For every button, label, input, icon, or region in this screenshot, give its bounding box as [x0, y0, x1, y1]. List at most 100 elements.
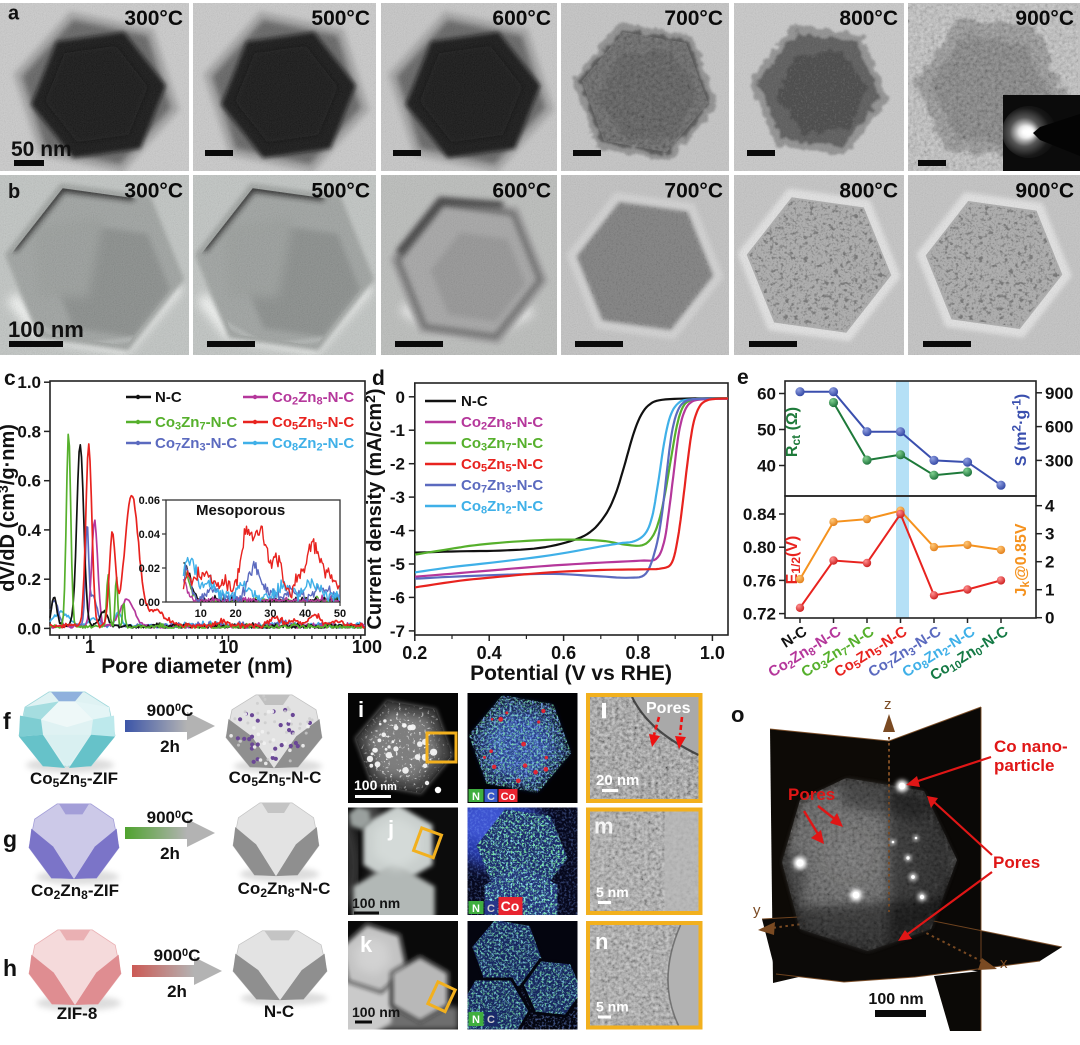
svg-text:2: 2 [1045, 553, 1054, 572]
svg-text:900°C: 900°C [1015, 180, 1074, 203]
svg-text:h: h [3, 955, 17, 981]
svg-text:60: 60 [757, 385, 776, 404]
svg-text:Co2Zn8-ZIF: Co2Zn8-ZIF [31, 881, 119, 902]
svg-text:800°C: 800°C [839, 7, 898, 30]
svg-text:Co3Zn7-N-C: Co3Zn7-N-C [155, 414, 237, 433]
svg-text:5 nm: 5 nm [596, 999, 629, 1015]
svg-text:2h: 2h [167, 982, 187, 1001]
svg-text:Co: Co [501, 791, 516, 803]
svg-text:9000C: 9000C [154, 946, 201, 965]
svg-text:z: z [884, 696, 892, 713]
svg-text:0.84: 0.84 [743, 505, 777, 524]
svg-text:0.2: 0.2 [17, 570, 41, 589]
svg-text:9000C: 9000C [147, 808, 194, 827]
svg-text:S (m2·g-1): S (m2·g-1) [1009, 394, 1030, 466]
svg-text:a: a [8, 3, 20, 25]
svg-text:0.6: 0.6 [17, 472, 41, 491]
svg-text:20 nm: 20 nm [596, 772, 639, 789]
svg-text:600: 600 [1045, 418, 1073, 437]
svg-text:9000C: 9000C [147, 701, 194, 720]
svg-text:Current density (mA/cm2): Current density (mA/cm2) [362, 388, 386, 629]
svg-text:4: 4 [1045, 497, 1055, 516]
svg-text:g: g [3, 826, 17, 852]
svg-text:f: f [3, 708, 11, 734]
svg-text:Co10Zn0-N-C: Co10Zn0-N-C [927, 623, 1012, 686]
svg-text:-5: -5 [390, 555, 405, 574]
svg-text:Pore diameter (nm): Pore diameter (nm) [101, 655, 292, 678]
svg-text:o: o [731, 702, 744, 727]
svg-text:N: N [472, 791, 480, 803]
svg-text:0.8: 0.8 [17, 422, 41, 441]
svg-text:600°C: 600°C [492, 7, 551, 30]
svg-text:40: 40 [757, 457, 776, 476]
svg-text:d: d [372, 367, 385, 390]
svg-text:10: 10 [195, 608, 207, 620]
svg-text:600°C: 600°C [492, 180, 551, 203]
svg-text:1: 1 [1045, 581, 1054, 600]
svg-text:Co7Zn3-N-C: Co7Zn3-N-C [461, 477, 543, 496]
svg-text:0.0: 0.0 [17, 619, 41, 638]
svg-text:k: k [360, 932, 373, 957]
svg-text:Jk@0.85V: Jk@0.85V [1013, 523, 1032, 596]
svg-text:500°C: 500°C [311, 180, 370, 203]
svg-text:100 nm: 100 nm [8, 317, 84, 342]
svg-text:Pores: Pores [646, 700, 691, 717]
svg-text:0.4: 0.4 [477, 643, 502, 663]
svg-text:j: j [387, 816, 394, 841]
svg-text:800°C: 800°C [839, 180, 898, 203]
svg-text:Co3Zn7-N-C: Co3Zn7-N-C [461, 435, 543, 454]
svg-text:50: 50 [334, 608, 346, 620]
svg-text:Potential (V vs RHE): Potential (V vs RHE) [470, 662, 672, 685]
svg-text:b: b [8, 181, 20, 203]
svg-text:Co: Co [501, 898, 520, 914]
svg-text:0.76: 0.76 [743, 571, 776, 590]
svg-text:Pores: Pores [993, 853, 1040, 872]
svg-text:500°C: 500°C [311, 7, 370, 30]
svg-text:1.0: 1.0 [17, 373, 41, 392]
svg-text:Mesoporous: Mesoporous [196, 502, 285, 519]
svg-text:N-C: N-C [461, 393, 488, 410]
svg-text:20: 20 [229, 608, 241, 620]
svg-text:ZIF-8: ZIF-8 [57, 1004, 98, 1023]
svg-text:30: 30 [264, 608, 276, 620]
svg-text:0.72: 0.72 [743, 605, 776, 624]
svg-text:0.6: 0.6 [551, 643, 576, 663]
svg-text:Co5Zn5-N-C: Co5Zn5-N-C [229, 768, 322, 789]
svg-text:dV/dD (cm3/g·nm): dV/dD (cm3/g·nm) [0, 424, 19, 592]
svg-text:-2: -2 [390, 455, 405, 474]
svg-text:N: N [472, 1014, 480, 1026]
svg-text:Rct (Ω): Rct (Ω) [784, 407, 803, 457]
svg-text:900°C: 900°C [1015, 7, 1074, 30]
svg-text:10: 10 [218, 637, 238, 657]
svg-text:0.8: 0.8 [625, 643, 650, 663]
svg-text:300°C: 300°C [124, 180, 183, 203]
svg-text:50: 50 [757, 421, 776, 440]
svg-text:Co8Zn2-N-C: Co8Zn2-N-C [461, 498, 543, 517]
svg-text:Co2Zn8-N-C: Co2Zn8-N-C [461, 414, 543, 433]
svg-text:N-C: N-C [155, 389, 182, 406]
svg-text:900: 900 [1045, 384, 1073, 403]
svg-text:Co nano-: Co nano- [994, 737, 1068, 756]
svg-text:-7: -7 [390, 622, 405, 641]
svg-text:n: n [595, 929, 608, 954]
svg-text:100 nm: 100 nm [352, 895, 400, 911]
svg-text:700°C: 700°C [664, 7, 723, 30]
svg-text:Co5Zn5-N-C: Co5Zn5-N-C [461, 456, 543, 475]
svg-text:c: c [4, 367, 16, 390]
svg-text:100: 100 [352, 637, 382, 657]
svg-text:-3: -3 [390, 488, 405, 507]
svg-text:0.4: 0.4 [17, 521, 41, 540]
svg-text:N: N [472, 903, 480, 915]
svg-text:0.04: 0.04 [139, 529, 161, 541]
svg-text:100 nm: 100 nm [354, 777, 397, 793]
svg-text:0.06: 0.06 [139, 495, 160, 507]
svg-text:Pores: Pores [788, 785, 835, 804]
svg-text:100 nm: 100 nm [352, 1004, 400, 1020]
svg-text:Co2Zn8-N-C: Co2Zn8-N-C [238, 879, 331, 900]
svg-text:e: e [737, 366, 749, 389]
svg-text:300: 300 [1045, 451, 1073, 470]
svg-text:2h: 2h [160, 844, 180, 863]
svg-text:40: 40 [299, 608, 311, 620]
svg-text:N-C: N-C [264, 1002, 294, 1021]
svg-text:0.02: 0.02 [139, 563, 160, 575]
